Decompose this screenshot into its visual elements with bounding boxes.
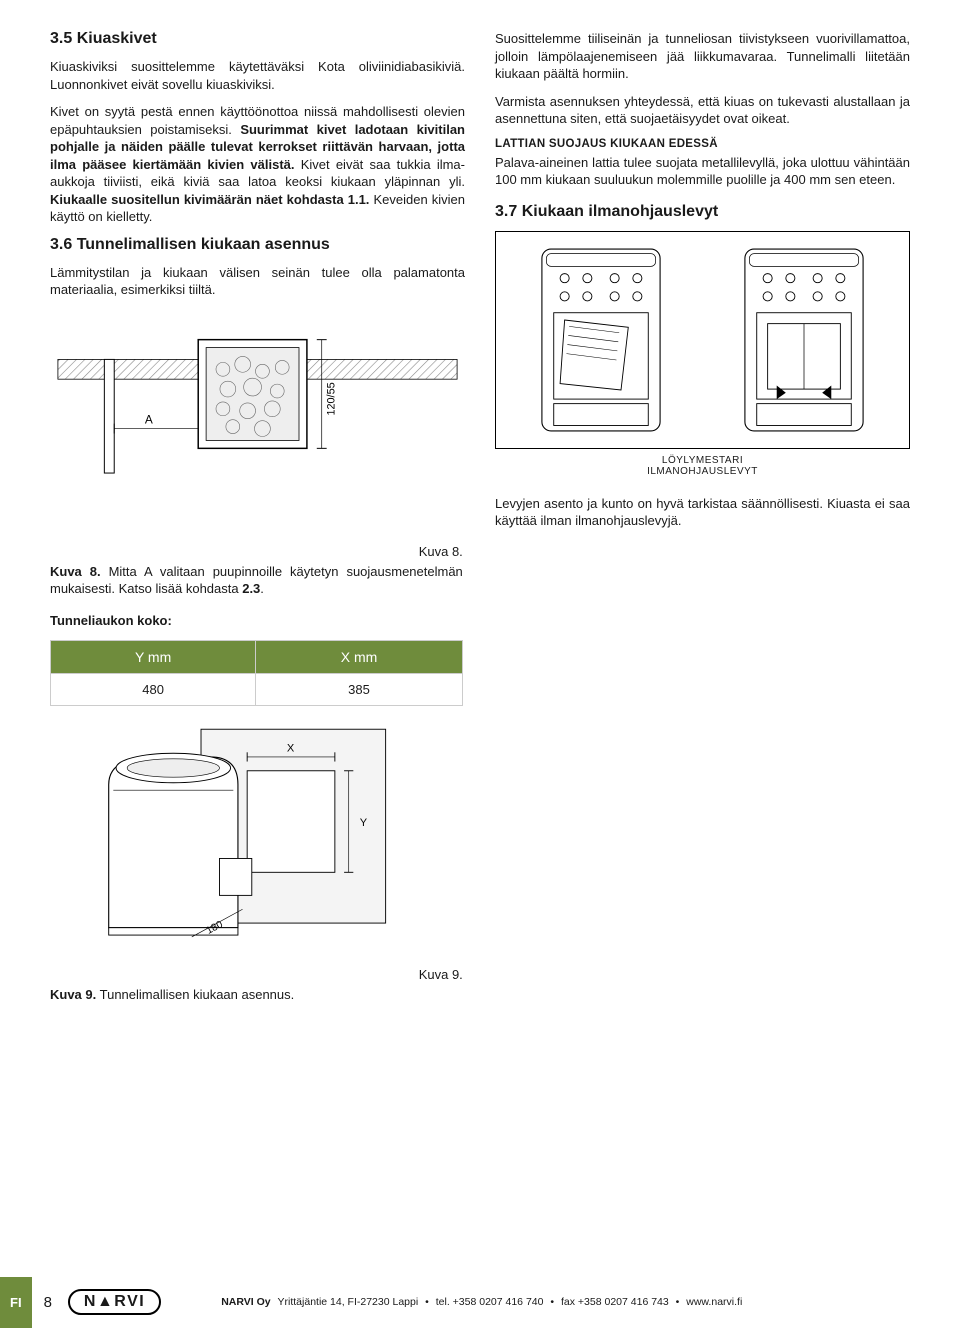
text: .	[260, 581, 264, 596]
figure-caption-loyly: LÖYLYMESTARIILMANOHJAUSLEVYT	[495, 455, 910, 477]
footer-web: www.narvi.fi	[686, 1296, 742, 1308]
kuva9-label: Kuva 9.	[50, 967, 463, 982]
footer-contact: NARVI Oy Yrittäjäntie 14, FI-27230 Lappi…	[221, 1296, 742, 1308]
para-3-5-b: Kivet on syytä pestä ennen käyttöönottoa…	[50, 103, 465, 226]
tunneli-table: Y mm X mm 480 385	[50, 640, 463, 706]
heading-3-5: 3.5 Kiuaskivet	[50, 30, 465, 48]
para-right-4: Levyjen asento ja kunto on hyvä tarkista…	[495, 495, 910, 530]
page-number: 8	[44, 1294, 52, 1311]
heading-3-7: 3.7 Kiukaan ilmanohjauslevyt	[495, 203, 910, 221]
figure-ilmanohjaus	[495, 231, 910, 449]
kuva8-label: Kuva 8.	[50, 544, 463, 559]
lang-badge: FI	[0, 1277, 32, 1328]
text-bold: 2.3	[242, 581, 260, 596]
footer-tel: tel. +358 0207 416 740	[436, 1296, 544, 1308]
page-footer: FI 8 N▲RVI NARVI Oy Yrittäjäntie 14, FI-…	[0, 1272, 960, 1332]
label-120: 120/55	[326, 382, 338, 415]
text-bold: Kuva 9.	[50, 987, 96, 1002]
para-3-6-a: Lämmitystilan ja kiukaan välisen seinän …	[50, 264, 465, 299]
logo: N▲RVI	[68, 1289, 161, 1315]
th-x: X mm	[256, 640, 463, 673]
figure-8: A 120/55	[50, 309, 465, 482]
para-right-1: Suosittelemme tiiliseinän ja tunneliosan…	[495, 30, 910, 83]
td-x: 385	[256, 673, 463, 705]
footer-fax: fax +358 0207 416 743	[561, 1296, 669, 1308]
label-x: X	[287, 742, 295, 754]
para-3-5-a: Kiuaskiviksi suosittelemme käytettäväksi…	[50, 58, 465, 93]
kuva9-caption: Kuva 9. Tunnelimallisen kiukaan asennus.	[50, 986, 463, 1004]
company-name: NARVI Oy	[221, 1296, 270, 1308]
label-a: A	[145, 413, 153, 427]
td-y: 480	[51, 673, 256, 705]
kuva8-caption: Kuva 8. Mitta A valitaan puupinnoille kä…	[50, 563, 463, 598]
subheading-lattian: LATTIAN SUOJAUS KIUKAAN EDESSÄ	[495, 138, 910, 150]
text: Tunnelimallisen kiukaan asennus.	[96, 987, 294, 1002]
th-y: Y mm	[51, 640, 256, 673]
figure-9: X Y 180 Kuva 9.	[50, 720, 463, 1004]
text-bold: Kuva 8.	[50, 564, 101, 579]
heading-3-6: 3.6 Tunnelimallisen kiukaan asennus	[50, 236, 465, 254]
tunneli-title: Tunneliaukon koko:	[50, 612, 463, 630]
footer-address: Yrittäjäntie 14, FI-27230 Lappi	[278, 1296, 419, 1308]
para-right-3: Palava-aineinen lattia tulee suojata met…	[495, 154, 910, 189]
para-right-2: Varmista asennuksen yhteydessä, että kiu…	[495, 93, 910, 128]
label-y: Y	[360, 817, 368, 829]
text-bold: Kiukaalle suositellun kivimäärän näet ko…	[50, 192, 369, 207]
